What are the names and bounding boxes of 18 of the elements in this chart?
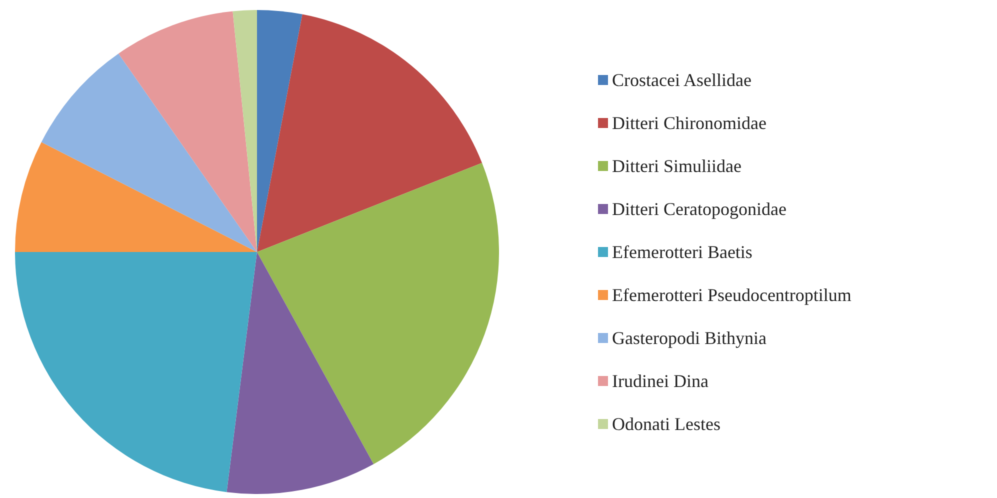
legend-label: Ditteri Chironomidae [612, 112, 766, 134]
legend-label: Ditteri Ceratopogonidae [612, 198, 786, 220]
legend-label: Ditteri Simuliidae [612, 156, 742, 176]
pie-slice [15, 142, 257, 252]
pie-slice [15, 252, 257, 492]
legend-label: Efemerotteri Pseudocentroptilum [612, 284, 852, 306]
legend-label: Crostacei Asellidae [612, 70, 752, 90]
pie-slice [257, 10, 302, 252]
pie-slice [118, 11, 257, 252]
pie-slice [226, 252, 374, 494]
legend-label: Irudinei Dina [612, 370, 708, 392]
legend-label: Efemerotteri Baetis [612, 242, 752, 262]
pie-slice [257, 14, 482, 252]
pie-slice [232, 10, 257, 252]
legend-label: Gasteropodi Bithynia [612, 328, 766, 348]
legend-label: Odonati Lestes [612, 414, 720, 434]
pie-slice [41, 54, 257, 252]
pie-slice [257, 162, 499, 464]
